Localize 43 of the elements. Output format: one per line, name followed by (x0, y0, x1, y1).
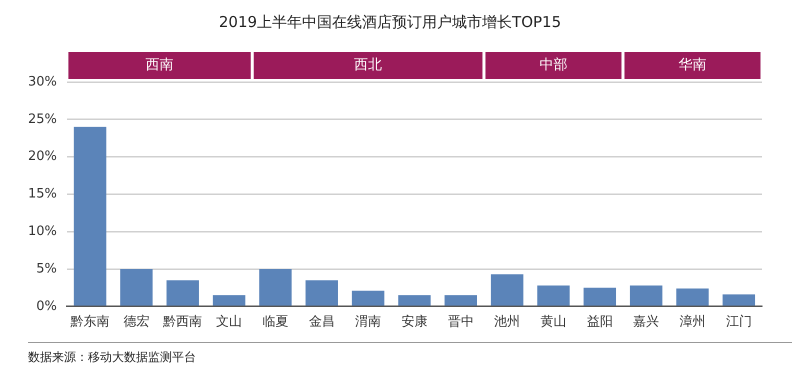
bar (537, 285, 570, 306)
y-tick-label: 30% (28, 74, 57, 90)
x-tick-label: 黔西南 (162, 314, 202, 330)
x-tick-label: 漳州 (679, 314, 706, 330)
x-tick-label: 临夏 (262, 314, 288, 330)
bar (212, 295, 246, 306)
chart-title: 2019上半年中国在线酒店预订用户城市增长TOP15 (218, 12, 562, 31)
x-tick-label: 德宏 (123, 314, 150, 330)
y-tick-label: 10% (28, 224, 57, 239)
x-tick-label: 文山 (216, 314, 242, 330)
bar (630, 285, 662, 306)
bar (398, 295, 431, 306)
x-tick-label: 黔东南 (70, 314, 110, 330)
text: 西南 (146, 57, 174, 74)
x-tick-label: 安康 (401, 314, 428, 330)
bar (259, 269, 292, 306)
bar (722, 294, 756, 306)
x-tick-label: 池州 (494, 314, 520, 330)
bar (584, 288, 616, 306)
bar (306, 280, 338, 306)
y-tick-label: 20% (28, 149, 57, 164)
x-tick-label: 嘉兴 (633, 314, 660, 330)
bar (120, 269, 153, 306)
bar (166, 280, 199, 306)
bar (74, 126, 106, 306)
source-note: 数据来源：移动大数据监测平台 (28, 349, 197, 366)
text: 华南 (678, 57, 706, 74)
bar (444, 295, 478, 306)
y-tick-label: 5% (36, 261, 57, 276)
bar (352, 290, 384, 306)
bar (676, 288, 709, 306)
x-tick-label: 渭南 (355, 314, 382, 330)
x-tick-label: 晋中 (448, 314, 474, 330)
y-tick-label: 0% (36, 298, 57, 314)
x-tick-label: 金昌 (308, 314, 335, 330)
x-tick-label: 江门 (726, 314, 752, 330)
text: 中部 (539, 57, 568, 74)
y-tick-label: 25% (28, 112, 57, 127)
y-tick-label: 15% (28, 186, 57, 202)
bar (490, 274, 524, 306)
x-tick-label: 黄山 (540, 314, 566, 330)
x-tick-label: 益阳 (586, 314, 613, 330)
text: 西北 (354, 57, 382, 74)
